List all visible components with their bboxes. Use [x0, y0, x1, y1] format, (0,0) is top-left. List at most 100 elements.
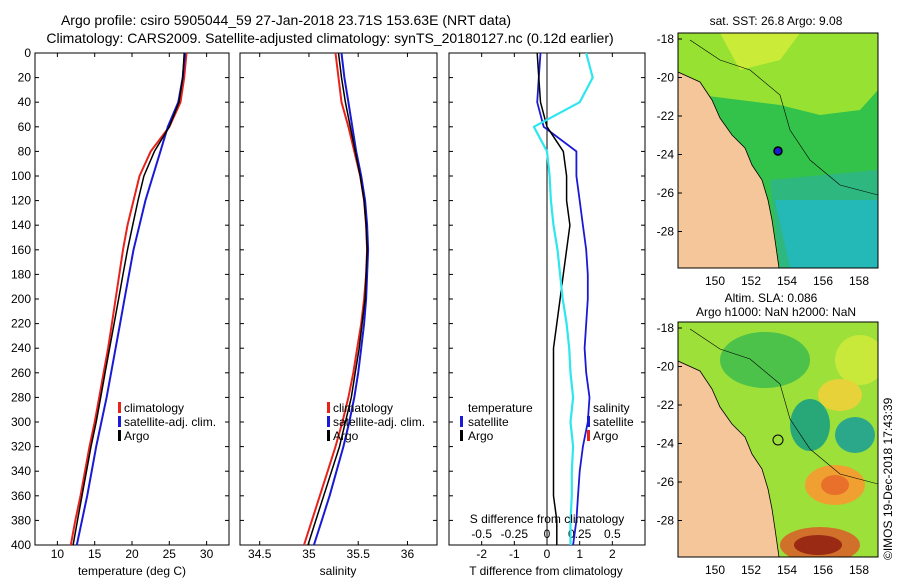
lat-tick-label: -18 — [657, 321, 675, 335]
title-line-2: Climatology: CARS2009. Satellite-adjuste… — [46, 30, 613, 46]
legend-temp-argo: Argo — [468, 429, 494, 443]
sla-argo-location — [772, 434, 784, 446]
x-tick-label: 35.5 — [347, 547, 371, 561]
sla-isobath — [689, 328, 878, 485]
salinity-legend: climatology satellite-adj. clim. Argo — [327, 401, 425, 443]
y-tick-label: 140 — [11, 218, 31, 232]
y-tick-label: 240 — [11, 341, 31, 355]
credit: ©IMOS 19-Dec-2018 17:43:39 — [881, 397, 895, 560]
lon-tick-label: 156 — [813, 274, 833, 288]
y-tick-label: 0 — [24, 46, 31, 60]
legend-temperature-heading: temperature — [468, 401, 533, 415]
sdiff-argo-line — [532, 52, 594, 545]
sla-map-title-2: Argo h1000: NaN h2000: NaN — [696, 305, 856, 319]
legend-swatch-satellite — [327, 416, 330, 427]
lon-tick-label: 154 — [777, 274, 797, 288]
legend-argo: Argo — [333, 429, 359, 443]
salinity-panel: 34.5 35 35.5 36 salinity climatology satell… — [239, 52, 438, 578]
legend-sal-satellite: satellite — [593, 415, 634, 429]
lon-tick-label: 150 — [705, 563, 725, 577]
lat-tick-label: -18 — [657, 32, 675, 46]
legend-swatch-climatology — [118, 402, 121, 413]
x-tick-label: 2 — [609, 547, 616, 561]
salinity-axes-box — [239, 52, 438, 546]
legend-swatch-argo — [587, 430, 590, 441]
argo-line — [72, 52, 185, 546]
sla-map-frame — [677, 321, 879, 558]
lat-tick-label: -26 — [657, 186, 675, 200]
x-tick-label: 34.5 — [248, 547, 272, 561]
legend-climatology: climatology — [333, 401, 393, 415]
x2-tick-label: 0 — [544, 527, 551, 541]
x-tick-label: 35 — [302, 547, 316, 561]
temperature-panel: 10 15 20 25 30 0 20 40 60 80 100 120 140 160 180 200 22… — [11, 46, 230, 578]
sst-map-frame — [677, 32, 879, 269]
sst-land — [678, 71, 780, 268]
sst-isobath — [689, 39, 878, 196]
temperature-xlabel: temperature (deg C) — [78, 564, 186, 578]
tdiff-legend: temperature satellite Argo — [460, 401, 533, 443]
lat-tick-label: -22 — [657, 398, 675, 412]
legend-temp-satellite: satellite — [468, 415, 509, 429]
sla-map-title-1: Altim. SLA: 0.086 — [725, 291, 818, 305]
x-tick-label: 30 — [200, 547, 214, 561]
tdiff-xlabel: T difference from climatology — [469, 564, 623, 578]
legend-swatch-climatology — [327, 402, 330, 413]
temperature-axes-box — [34, 52, 230, 546]
legend-swatch-satellite — [587, 416, 590, 427]
y-tick-label: 260 — [11, 366, 31, 380]
temperature-legend: climatology satellite-adj. clim. Argo — [118, 401, 216, 443]
y-tick-label: 80 — [18, 144, 32, 158]
lon-tick-label: 154 — [777, 563, 797, 577]
lat-tick-label: -22 — [657, 109, 675, 123]
legend-salinity-heading: salinity — [593, 401, 630, 415]
climatology-line — [69, 52, 188, 546]
y-tick-label: 320 — [11, 440, 31, 454]
legend-satellite: satellite-adj. clim. — [124, 415, 216, 429]
argo-line — [307, 52, 368, 546]
lon-tick-label: 156 — [813, 563, 833, 577]
satellite-line — [312, 52, 370, 546]
y-tick-label: 280 — [11, 390, 31, 404]
sla-low-2 — [790, 399, 830, 451]
x-tick-label: 20 — [125, 547, 139, 561]
legend-climatology: climatology — [124, 401, 184, 415]
sst-warm-band — [678, 33, 878, 115]
legend-swatch-satellite — [460, 416, 463, 427]
sla-high-3-core — [821, 475, 849, 495]
sst-cool-patch — [775, 200, 878, 268]
lat-tick-label: -28 — [657, 225, 675, 239]
lon-tick-label: 158 — [849, 563, 869, 577]
lon-tick-label: 152 — [741, 563, 761, 577]
x2-tick-label: 0.5 — [604, 527, 621, 541]
y-tick-label: 340 — [11, 464, 31, 478]
y-tick-label: 300 — [11, 415, 31, 429]
x-tick-label: 15 — [88, 547, 102, 561]
x-tick-label: 36 — [401, 547, 415, 561]
y-tick-label: 40 — [18, 95, 32, 109]
legend-argo: Argo — [124, 429, 150, 443]
x2-tick-label: -0.5 — [471, 527, 492, 541]
lat-tick-label: -26 — [657, 475, 675, 489]
x2-tick-label: -0.25 — [501, 527, 529, 541]
legend-swatch-satellite — [118, 416, 121, 427]
sdiff-xlabel: S difference from climatology — [470, 512, 625, 526]
legend-swatch-argo — [327, 430, 330, 441]
y-tick-label: 180 — [11, 267, 31, 281]
sla-low-1 — [720, 332, 810, 388]
climatology-line — [303, 52, 369, 546]
sla-high-2 — [818, 379, 862, 411]
sdiff-legend: salinity satellite Argo — [587, 401, 634, 443]
lat-tick-label: -24 — [657, 437, 675, 451]
salinity-xlabel: salinity — [320, 564, 357, 578]
y-tick-label: 160 — [11, 243, 31, 257]
y-tick-label: 100 — [11, 169, 31, 183]
y-tick-label: 400 — [11, 538, 31, 552]
legend-swatch-argo — [460, 430, 463, 441]
lon-tick-label: 152 — [741, 274, 761, 288]
x-tick-label: 0 — [544, 547, 551, 561]
lat-tick-label: -20 — [657, 360, 675, 374]
y-tick-label: 20 — [18, 71, 32, 85]
difference-panel: -2 -1 0 1 2 -0.5 -0.25 0 0.25 0.5 T difference f… — [448, 52, 646, 578]
lat-tick-label: -24 — [657, 148, 675, 162]
